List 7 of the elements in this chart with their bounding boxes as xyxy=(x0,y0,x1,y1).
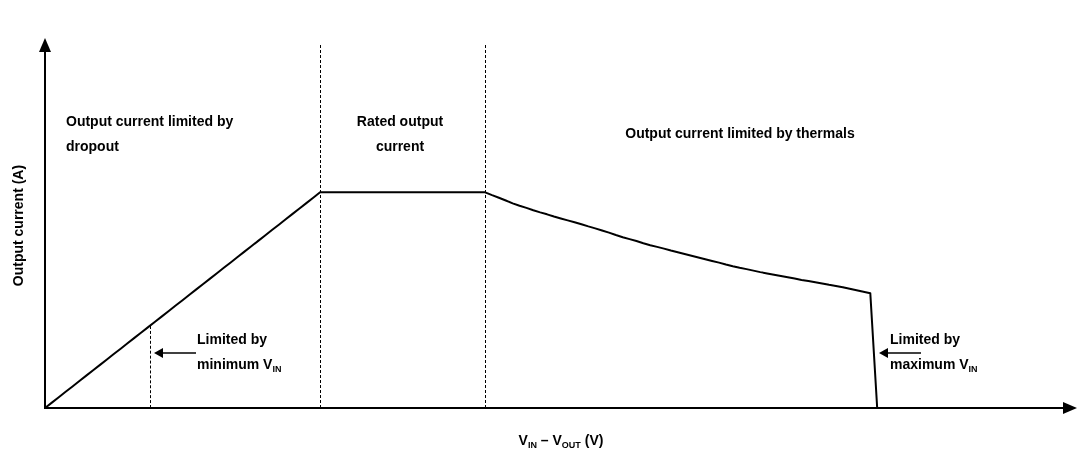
text: Output current limited by dropout xyxy=(66,112,235,156)
annotation: Limited by maximum V$_{IN}$ xyxy=(890,330,979,376)
y-axis-title: Output current (A) xyxy=(8,163,27,289)
annotation: Limited by minimum V$_{IN}$ xyxy=(197,330,283,376)
text: Rated output current xyxy=(355,112,445,156)
x-axis-title: V$_{IN}$ – V$_{OUT}$ (V) xyxy=(517,431,605,452)
text: Output current limited by thermals xyxy=(624,124,856,143)
